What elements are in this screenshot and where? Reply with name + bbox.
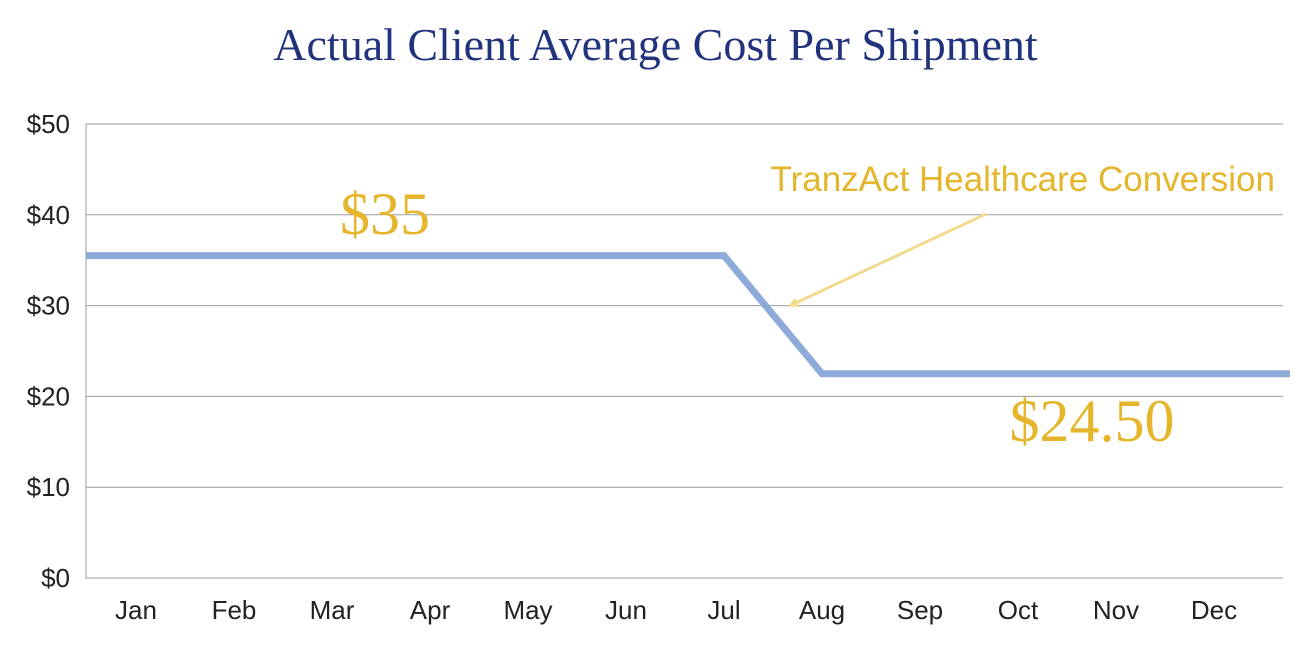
x-tick-label: Nov bbox=[1093, 595, 1139, 625]
value-label-35: $35 bbox=[340, 181, 430, 247]
x-tick-label: Jun bbox=[605, 595, 647, 625]
x-tick-label: Sep bbox=[897, 595, 943, 625]
value-label-24-50: $24.50 bbox=[1010, 388, 1175, 454]
series-lines bbox=[86, 252, 1290, 378]
chart-title: Actual Client Average Cost Per Shipment bbox=[273, 19, 1038, 70]
x-tick-label: Oct bbox=[998, 595, 1039, 625]
series-line bbox=[86, 252, 1290, 378]
y-tick-label: $50 bbox=[27, 109, 70, 139]
y-tick-label: $30 bbox=[27, 291, 70, 321]
annotation-arrow bbox=[788, 212, 987, 307]
y-tick-label: $40 bbox=[27, 200, 70, 230]
x-tick-labels: Jan Feb Mar Apr May Jun Jul Aug Sep Oct Nov Dec bbox=[115, 595, 1237, 625]
annotations: TranzAct Healthcare Conversion $35 $24.50 bbox=[340, 160, 1275, 454]
x-tick-label: Apr bbox=[410, 595, 451, 625]
x-tick-label: May bbox=[503, 595, 552, 625]
x-tick-label: Dec bbox=[1191, 595, 1237, 625]
x-tick-label: Aug bbox=[799, 595, 845, 625]
y-tick-label: $10 bbox=[27, 472, 70, 502]
x-tick-label: Mar bbox=[310, 595, 355, 625]
y-tick-label: $0 bbox=[41, 563, 70, 593]
annotation-label: TranzAct Healthcare Conversion bbox=[771, 160, 1275, 199]
y-tick-labels: $0 $10 $20 $30 $40 $50 bbox=[27, 109, 70, 593]
x-tick-label: Jan bbox=[115, 595, 157, 625]
x-tick-label: Feb bbox=[212, 595, 257, 625]
grid-lines bbox=[86, 123, 1283, 579]
value-label-background bbox=[1000, 397, 1195, 453]
x-tick-label: Jul bbox=[707, 595, 740, 625]
y-tick-label: $20 bbox=[27, 381, 70, 411]
